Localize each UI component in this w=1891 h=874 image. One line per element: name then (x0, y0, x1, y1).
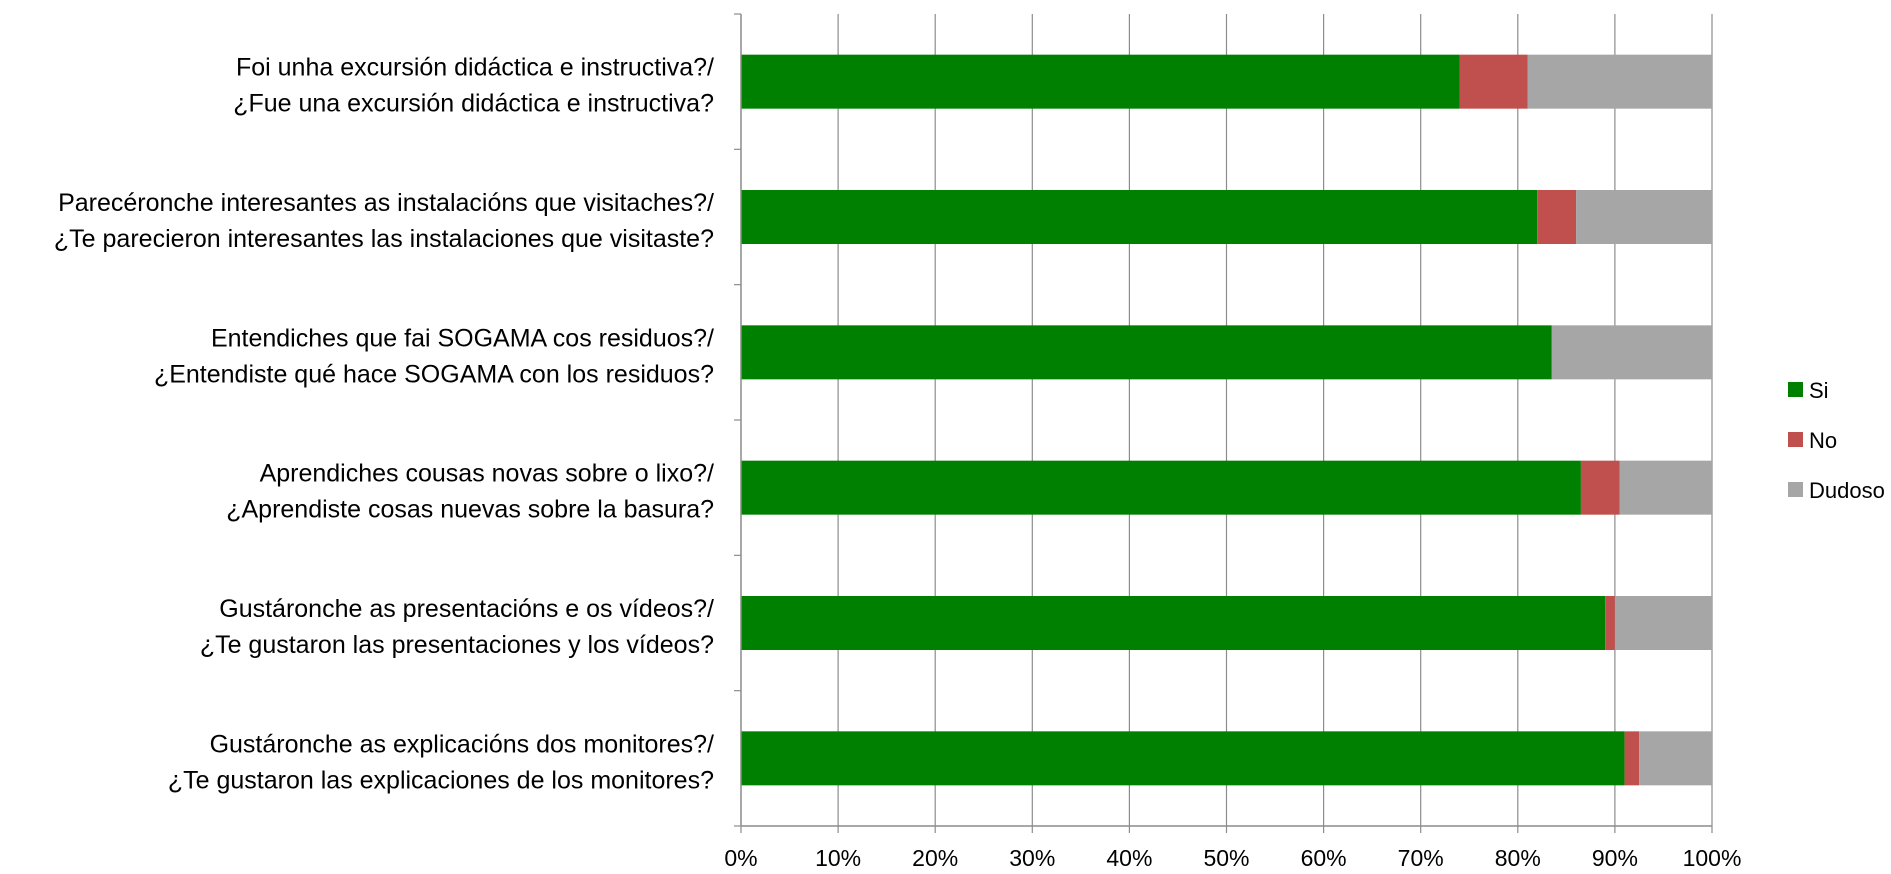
bar-segment-si (741, 54, 1460, 109)
x-tick-label: 40% (1106, 845, 1152, 871)
bar-segment-si (741, 460, 1581, 515)
gridlines (837, 14, 1713, 826)
category-label: Gustáronche as explicacións dos monitore… (168, 730, 714, 794)
bar-segment-no (1624, 731, 1640, 786)
bar-segment-dudoso (1551, 325, 1712, 380)
bar-segment-no (1537, 190, 1577, 244)
category-label: Gustáronche as presentacións e os vídeos… (200, 595, 714, 659)
legend: Si No Dudoso (1788, 378, 1885, 503)
bar-segment-si (741, 731, 1625, 786)
bar-segment-dudoso (1639, 731, 1712, 786)
category-label: Parecéronche interesantes as instalación… (54, 189, 714, 253)
category-labels: Foi unha excursión didáctica e instructi… (54, 54, 714, 795)
category-label: Foi unha excursión didáctica e instructi… (233, 54, 714, 118)
x-tick-label: 90% (1592, 845, 1638, 871)
legend-label-no: No (1809, 428, 1837, 453)
x-tick-labels: 0% 10% 20% 30% 40% 50% 60% 70% 80% 90% 100% (724, 845, 1741, 871)
axes (734, 13, 1713, 833)
x-tick-label: 50% (1203, 845, 1249, 871)
x-tick-label: 70% (1398, 845, 1444, 871)
x-tick-label: 10% (815, 845, 861, 871)
legend-swatch-dudoso (1788, 482, 1803, 497)
x-tick-label: 20% (912, 845, 958, 871)
category-label: Entendiches que fai SOGAMA cos residuos?… (154, 324, 714, 388)
x-tick-label: 80% (1495, 845, 1541, 871)
bar-segment-si (741, 190, 1538, 244)
legend-label-dudoso: Dudoso (1809, 478, 1885, 503)
legend-label-si: Si (1809, 378, 1829, 403)
bar-segment-no (1580, 460, 1620, 515)
x-tick-label: 0% (724, 845, 757, 871)
bar-segment-si (741, 596, 1606, 650)
bars (741, 54, 1712, 786)
bar-segment-dudoso (1576, 190, 1712, 244)
x-tick-label: 60% (1301, 845, 1347, 871)
category-label: Aprendiches cousas novas sobre o lixo?/¿… (226, 460, 714, 524)
legend-swatch-si (1788, 382, 1803, 397)
bar-segment-si (741, 325, 1552, 380)
x-tick-label: 100% (1683, 845, 1742, 871)
bar-segment-dudoso (1619, 460, 1712, 515)
bar-segment-no (1605, 596, 1615, 650)
legend-swatch-no (1788, 432, 1803, 447)
bar-segment-no (1459, 54, 1528, 109)
bar-segment-dudoso (1614, 596, 1712, 650)
x-tick-label: 30% (1009, 845, 1055, 871)
bar-segment-dudoso (1527, 54, 1712, 109)
